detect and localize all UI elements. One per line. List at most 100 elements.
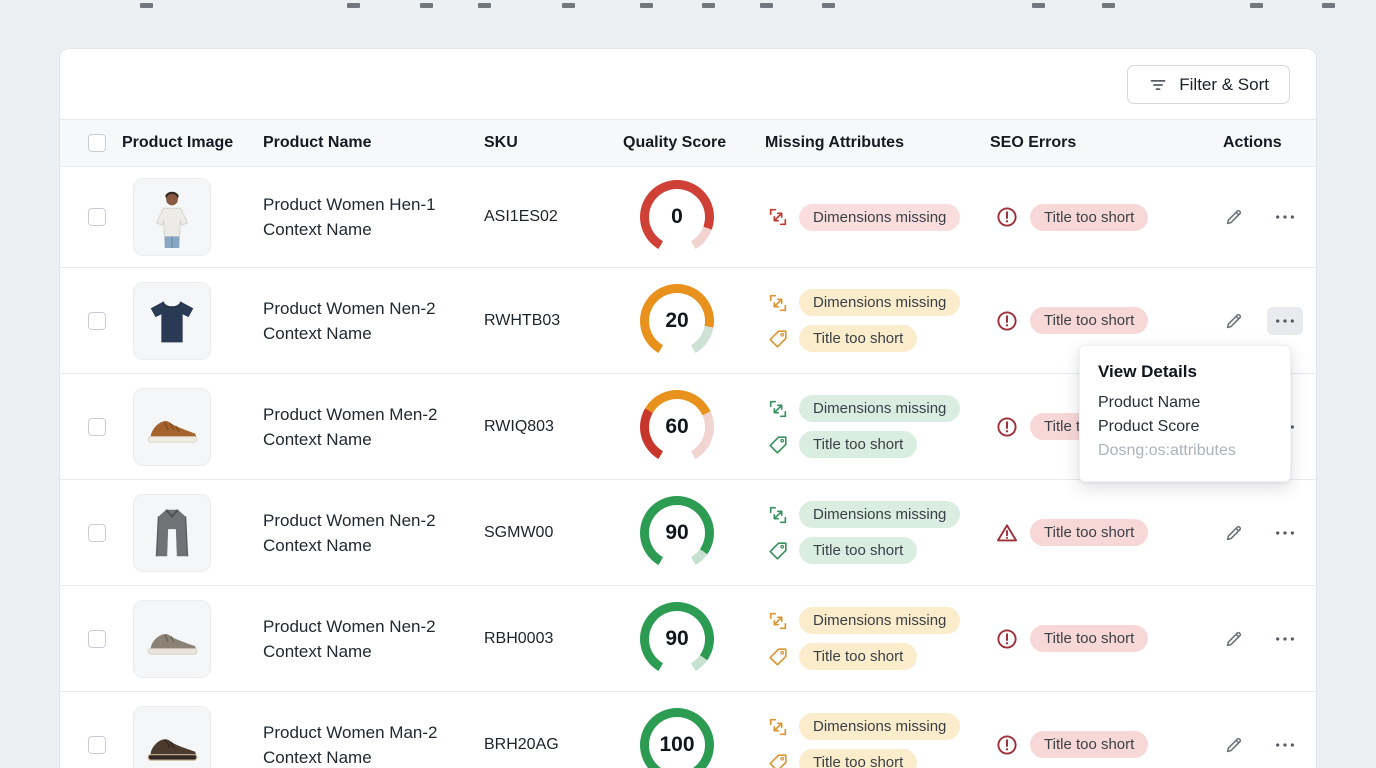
product-sku: SGMW00 [484,524,623,542]
edit-icon[interactable] [1223,522,1245,544]
product-sku: RBH0003 [484,630,623,648]
product-name-line1: Product Women Men-2 [263,402,484,427]
edit-icon[interactable] [1223,628,1245,650]
missing-attribute-item: Dimensions missing [767,501,990,528]
menu-item-attributes: Dosng:os:attributes [1098,439,1272,463]
seo-error-icon [995,205,1019,229]
ellipsis-icon [1274,529,1296,537]
product-name: Product Women Men-2 Context Name [263,402,484,452]
col-header-sku: SKU [484,134,623,152]
actions-cell [1197,307,1316,335]
more-actions-button[interactable] [1267,625,1303,653]
ellipsis-icon [1274,317,1296,325]
row-checkbox[interactable] [88,418,106,436]
col-header-product-name: Product Name [263,134,484,152]
table-header-row: Product Image Product Name SKU Quality S… [60,119,1316,167]
top-edge-mark [1250,3,1263,8]
row-checkbox[interactable] [88,524,106,542]
filter-sort-label: Filter & Sort [1179,75,1269,95]
missing-attribute-item: Dimensions missing [767,713,990,740]
seo-error-icon [995,627,1019,651]
product-name: Product Women Man-2 Context Name [263,720,484,768]
attribute-badge: Dimensions missing [799,501,960,528]
top-edge-mark [822,3,835,8]
actions-cell [1197,731,1316,759]
more-actions-button[interactable] [1267,731,1303,759]
quality-score-gauge: 90 [640,496,714,570]
missing-attribute-item: Title too short [767,749,990,768]
edit-icon[interactable] [1223,310,1245,332]
filter-sort-button[interactable]: Filter & Sort [1127,65,1290,104]
quality-score-value: 90 [640,496,714,570]
product-image [133,600,211,678]
attribute-icon [767,292,789,314]
product-photo [141,396,203,458]
product-sku: BRH20AG [484,736,623,754]
seo-error-badge: Title too short [1030,731,1148,758]
more-actions-button[interactable] [1267,307,1303,335]
product-name-line1: Product Women Nen-2 [263,614,484,639]
top-edge-mark [1322,3,1335,8]
row-checkbox[interactable] [88,312,106,330]
seo-error-icon [995,521,1019,545]
product-name-line2: Context Name [263,533,484,558]
missing-attribute-item: Title too short [767,325,990,352]
seo-errors-cell: Title too short [995,731,1197,758]
top-edge-mark [420,3,433,8]
table-toolbar: Filter & Sort [60,49,1316,119]
top-edge-mark [760,3,773,8]
product-name-line2: Context Name [263,639,484,664]
select-all-checkbox[interactable] [88,134,106,152]
attribute-icon [767,716,789,738]
row-checkbox[interactable] [88,630,106,648]
edit-icon[interactable] [1223,734,1245,756]
attribute-icon [767,610,789,632]
edit-icon[interactable] [1223,206,1245,228]
product-name-line1: Product Women Nen-2 [263,296,484,321]
col-header-quality-score: Quality Score [623,134,765,152]
attribute-badge: Dimensions missing [799,289,960,316]
missing-attributes-cell: Dimensions missing Title too short [767,713,990,768]
menu-item-product-score[interactable]: Product Score [1098,415,1272,439]
product-image [133,706,211,768]
attribute-icon [767,646,789,668]
quality-score-gauge: 20 [640,284,714,358]
missing-attribute-item: Dimensions missing [767,289,990,316]
missing-attribute-item: Title too short [767,643,990,670]
col-header-actions: Actions [1197,134,1316,152]
product-name: Product Women Hen-1 Context Name [263,192,484,242]
product-name-line1: Product Women Man-2 [263,720,484,745]
product-name: Product Women Nen-2 Context Name [263,614,484,664]
actions-cell [1197,519,1316,547]
quality-score-gauge: 90 [640,602,714,676]
ellipsis-icon [1274,213,1296,221]
table-row: Product Women Man-2 Context Name BRH20AG… [60,692,1316,768]
product-name: Product Women Nen-2 Context Name [263,296,484,346]
top-edge-mark [562,3,575,8]
more-actions-button[interactable] [1267,519,1303,547]
missing-attribute-item: Dimensions missing [767,204,990,231]
attribute-badge: Title too short [799,431,917,458]
product-sku: ASI1ES02 [484,208,623,226]
missing-attributes-cell: Dimensions missing Title too short [767,607,990,670]
missing-attributes-cell: Dimensions missing [767,204,990,231]
top-edge-mark [1102,3,1115,8]
product-name-line2: Context Name [263,321,484,346]
row-checkbox[interactable] [88,208,106,226]
missing-attributes-cell: Dimensions missing Title too short [767,395,990,458]
table-row: Product Women Nen-2 Context Name RBH0003… [60,586,1316,692]
seo-error-badge: Title too short [1030,307,1148,334]
product-photo [141,186,203,248]
product-photo [141,290,203,352]
menu-item-product-name[interactable]: Product Name [1098,391,1272,415]
product-sku: RWHTB03 [484,312,623,330]
attribute-badge: Dimensions missing [799,204,960,231]
row-checkbox[interactable] [88,736,106,754]
product-name-line1: Product Women Hen-1 [263,192,484,217]
attribute-badge: Dimensions missing [799,395,960,422]
seo-errors-cell: Title too short [995,519,1197,546]
missing-attribute-item: Title too short [767,431,990,458]
more-actions-button[interactable] [1267,203,1303,231]
actions-cell [1197,625,1316,653]
quality-score-value: 0 [640,180,714,254]
